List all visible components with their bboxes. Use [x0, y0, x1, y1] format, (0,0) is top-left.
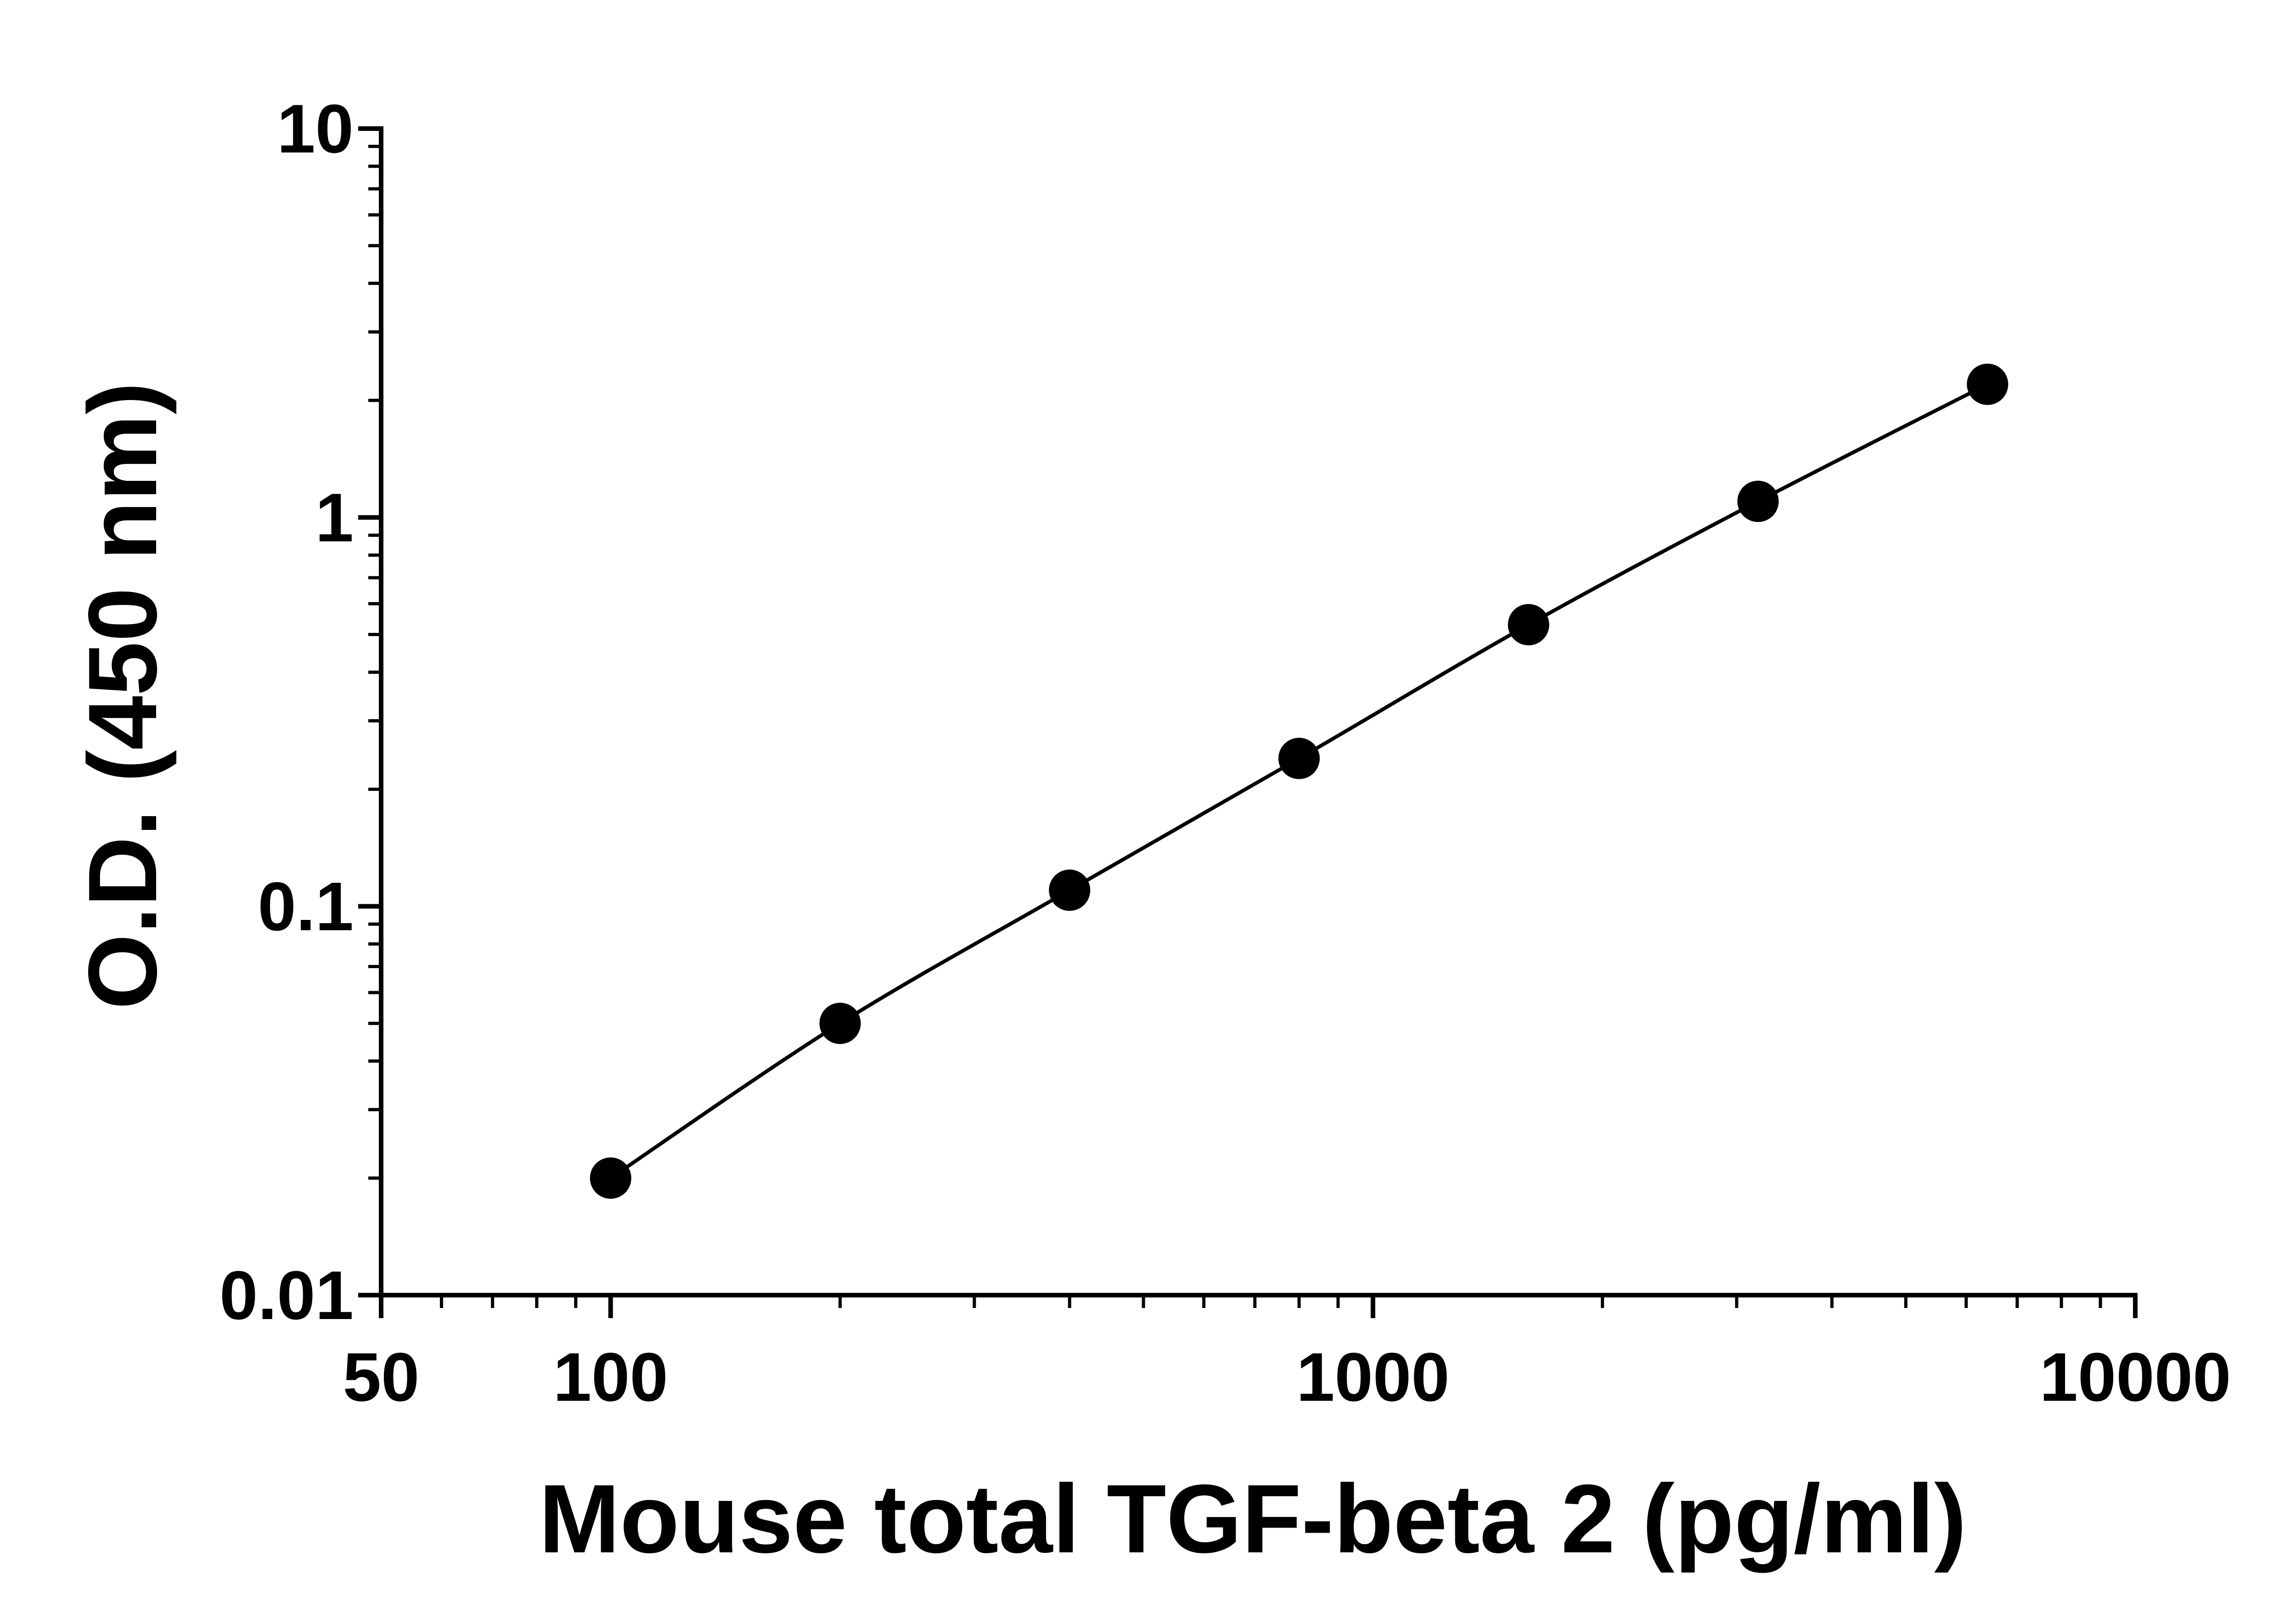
x-tick-label: 1000: [1296, 1338, 1450, 1415]
y-axis-title: O.D. (450 nm): [68, 382, 177, 1010]
x-axis-title: Mouse total TGF-beta 2 (pg/ml): [539, 1464, 1966, 1573]
data-point: [819, 1003, 861, 1044]
x-tick-label: 100: [553, 1338, 668, 1415]
data-point: [1278, 738, 1320, 779]
fit-curve-group: [609, 383, 1989, 1180]
data-point: [1737, 480, 1779, 522]
x-tick-label: 10000: [2039, 1338, 2231, 1415]
tick-labels: 0.01 0.1 1 10 50 100 1000 10000: [219, 90, 2231, 1415]
data-point: [1508, 604, 1549, 646]
data-point: [1967, 363, 2009, 405]
x-tick-label: 50: [343, 1338, 420, 1415]
y-tick-label: 1: [315, 479, 354, 556]
data-point: [1049, 869, 1091, 911]
data-points: [590, 363, 2009, 1199]
y-tick-label: 0.01: [219, 1257, 354, 1334]
y-tick-label: 10: [277, 90, 354, 167]
axes: [358, 126, 2138, 1318]
y-tick-label: 0.1: [258, 868, 354, 945]
copyright-annotation: Copyright © 2024 Abcam Ltd: [2292, 575, 2296, 1252]
data-point: [590, 1157, 631, 1199]
fit-curve: [609, 383, 1989, 1180]
